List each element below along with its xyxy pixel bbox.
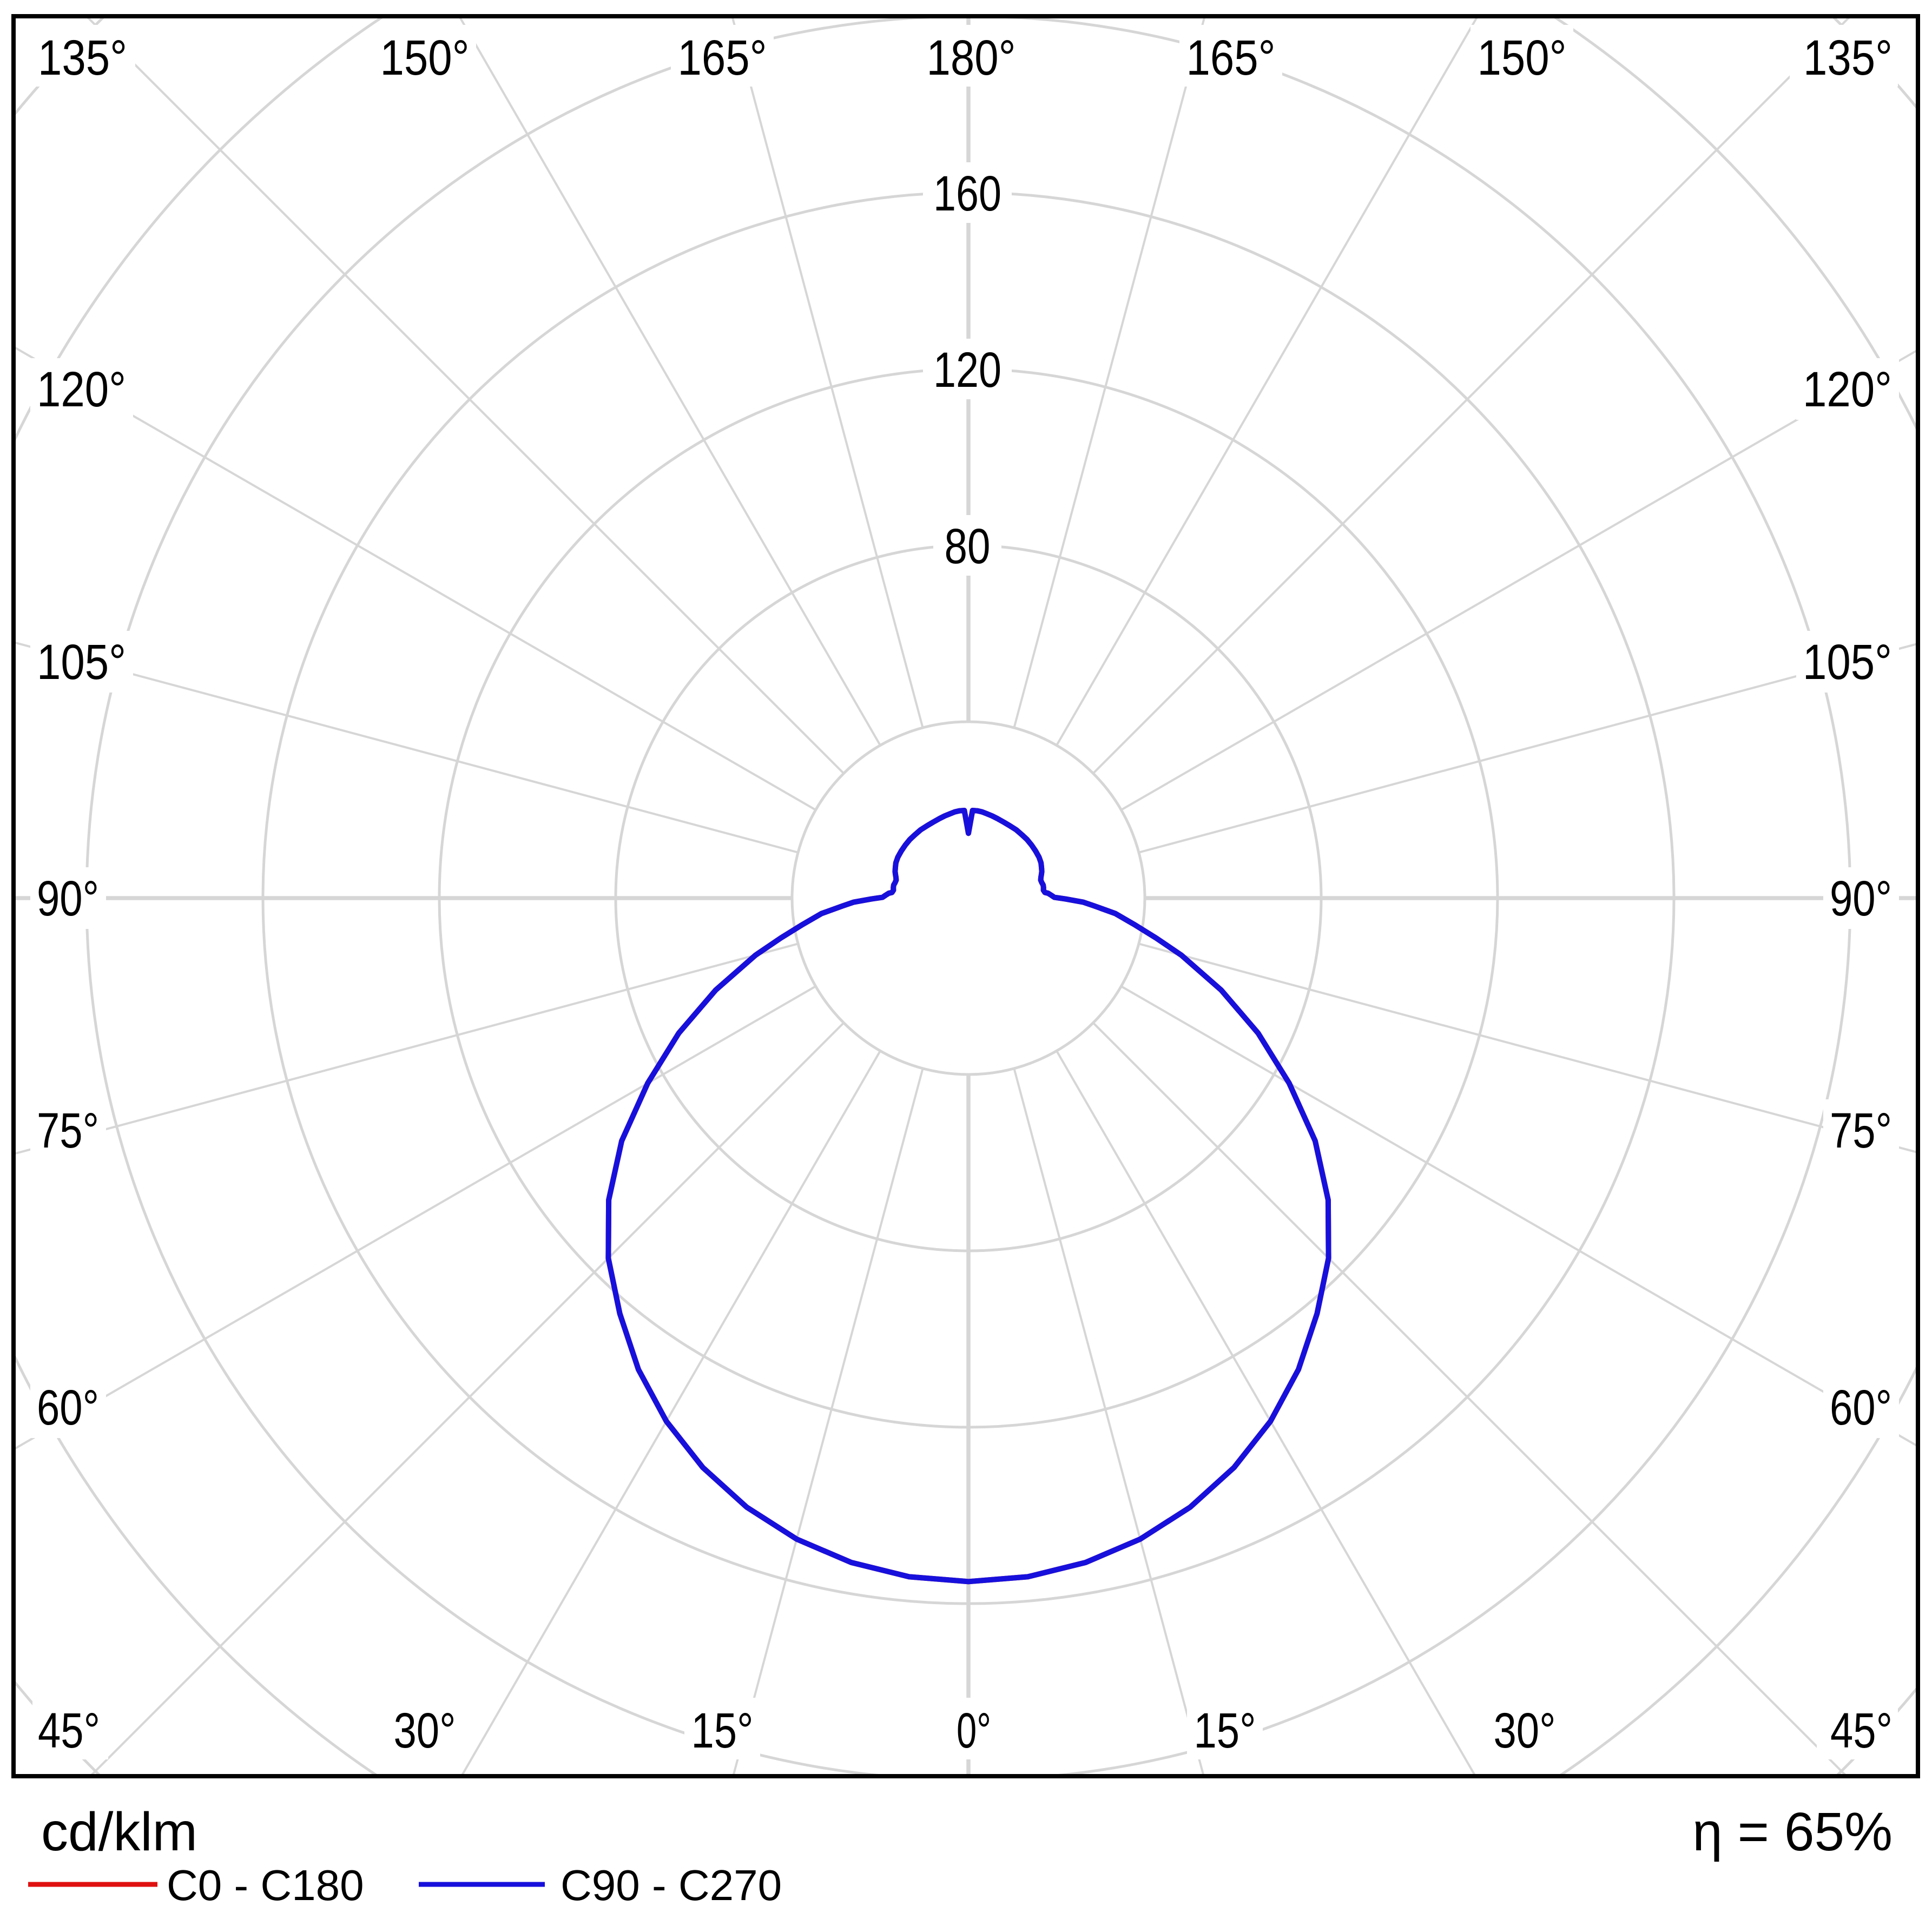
legend-label-c0-c180: C0 - C180 [167,1861,364,1909]
angle-label-bottom-15: 15° [691,1703,754,1758]
grid-radial-line-45 [1092,1022,1848,1776]
grid-ring-40 [790,720,1146,1076]
label-halos [30,25,1899,1759]
angle-label-bottom-45-right: 45° [1830,1703,1893,1758]
angle-label-right-90: 90° [1830,871,1892,926]
angle-label-bottom-30-right: 30° [1494,1703,1556,1758]
ring-label-160: 160 [933,166,1001,221]
angle-label-top-135-right: 135° [1803,30,1893,85]
grid-radial-line-165 [1013,16,1206,728]
angle-label-bottom-15-right: 15° [1194,1703,1256,1758]
angle-label-top-165: 165° [678,30,767,85]
plot-frame [11,14,1920,1778]
angle-label-top-165-right: 165° [1186,30,1276,85]
grid-radial-line-330 [460,1050,881,1776]
angle-label-top-150-right: 150° [1478,30,1567,85]
angle-label-top-135: 135° [38,30,127,85]
footer: cd/klm η = 65% C0 - C180 C90 - C270 [28,1802,1893,1909]
grid-radial-line-105 [1138,642,1918,854]
angle-label-right-120: 120° [1803,362,1892,417]
angle-label-left-75: 75° [37,1103,99,1158]
curve-c90-c270 [605,808,1331,1585]
grid-radial-line-225 [85,16,845,774]
angle-label-right-60: 60° [1830,1380,1892,1435]
angle-label-right-105: 105° [1803,635,1892,690]
grid-radial-line-150 [1056,16,1479,746]
grid-radial-line-75 [1138,942,1918,1154]
angle-label-bottom-0: 0° [957,1703,991,1758]
grid-radial-line-345 [732,1068,924,1776]
ring-label-120: 120 [933,342,1001,398]
angle-label-top-180: 180° [927,30,1016,85]
ring-value-labels: 80 120 160 [933,166,1001,574]
angle-label-right-75: 75° [1830,1103,1892,1158]
angle-label-left-90: 90° [37,871,99,926]
angle-label-bottom-30: 30° [394,1703,456,1758]
angle-labels: 135° 150° 165° 180° 165° 150° 135° 45° 3… [37,30,1893,1758]
intensity-curves [605,808,1331,1585]
grid-radial-line-240 [14,345,816,811]
angle-label-left-105: 105° [37,635,126,690]
grid-radial-line-285 [14,942,799,1156]
grid-radial-line-315 [89,1022,845,1776]
units-label: cd/klm [41,1802,197,1862]
angle-label-top-150: 150° [380,30,470,85]
efficiency-label: η = 65% [1692,1802,1893,1862]
grid-radial-line-15 [1013,1068,1205,1776]
angle-label-left-60: 60° [37,1380,99,1435]
grid-radial-line-120 [1120,348,1918,811]
grid-radial-line-255 [14,641,799,854]
ring-label-80: 80 [945,519,991,574]
grid-radial-line-210 [458,16,881,746]
legend-label-c90-c270: C90 - C270 [561,1861,782,1909]
angle-label-bottom-45: 45° [38,1703,100,1758]
grid-radial-line-135 [1092,16,1852,774]
grid-radial-line-195 [731,16,924,728]
angle-label-left-120: 120° [37,362,126,417]
grid-radial-line-30 [1056,1050,1477,1776]
